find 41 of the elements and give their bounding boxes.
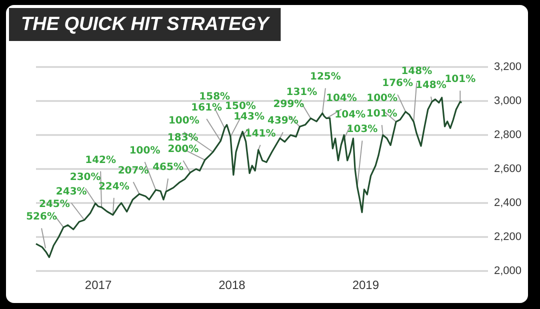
annotation: 224% xyxy=(98,181,130,192)
annotation: 243% xyxy=(56,186,87,198)
annotation: 142% xyxy=(85,154,116,166)
x-tick-label: 2017 xyxy=(84,278,112,292)
annotation: 100% xyxy=(129,145,160,156)
annotation: 150% xyxy=(225,101,256,112)
x-tick-label: 2019 xyxy=(352,278,380,292)
annotation: 465% xyxy=(152,162,184,174)
x-tick-label: 2018 xyxy=(218,278,246,292)
annotation: 161% xyxy=(191,102,222,114)
annotation: 148% xyxy=(416,80,446,92)
annotation: 207% xyxy=(118,165,149,176)
y-tick-label: 2,800 xyxy=(494,129,522,141)
annotation: 125% xyxy=(310,72,341,83)
annotation: 245% xyxy=(39,198,70,210)
y-tick-label: 2,200 xyxy=(494,231,522,243)
annotation: 176% xyxy=(382,78,414,90)
annotation: 183% xyxy=(167,132,198,144)
annotation: 526% xyxy=(26,212,57,223)
annotation: 101% xyxy=(366,108,398,120)
chart-title: THE QUICK HIT STRATEGY xyxy=(21,14,272,35)
annotation: 200% xyxy=(168,144,199,156)
y-tick-label: 2,400 xyxy=(494,197,522,209)
annotation: 100% xyxy=(168,116,200,126)
annotation: 141% xyxy=(244,128,276,140)
annotation: 104% xyxy=(334,110,366,121)
annotation: 104% xyxy=(326,92,357,104)
annotation: 299% xyxy=(273,99,304,110)
y-tick-label: 2,000 xyxy=(494,265,522,277)
y-tick-label: 3,200 xyxy=(494,61,522,73)
annotation: 100% xyxy=(366,93,398,104)
annotation: 101% xyxy=(444,74,476,86)
y-tick-label: 2,600 xyxy=(494,163,522,175)
annotation: 143% xyxy=(234,112,264,123)
annotation: 131% xyxy=(286,86,318,98)
annotation: 230% xyxy=(70,172,101,183)
annotation: 148% xyxy=(401,66,432,78)
y-tick-label: 3,000 xyxy=(494,95,522,107)
annotation: 158% xyxy=(199,92,230,103)
annotation: 439% xyxy=(267,116,298,127)
annotation: 103% xyxy=(346,124,378,136)
